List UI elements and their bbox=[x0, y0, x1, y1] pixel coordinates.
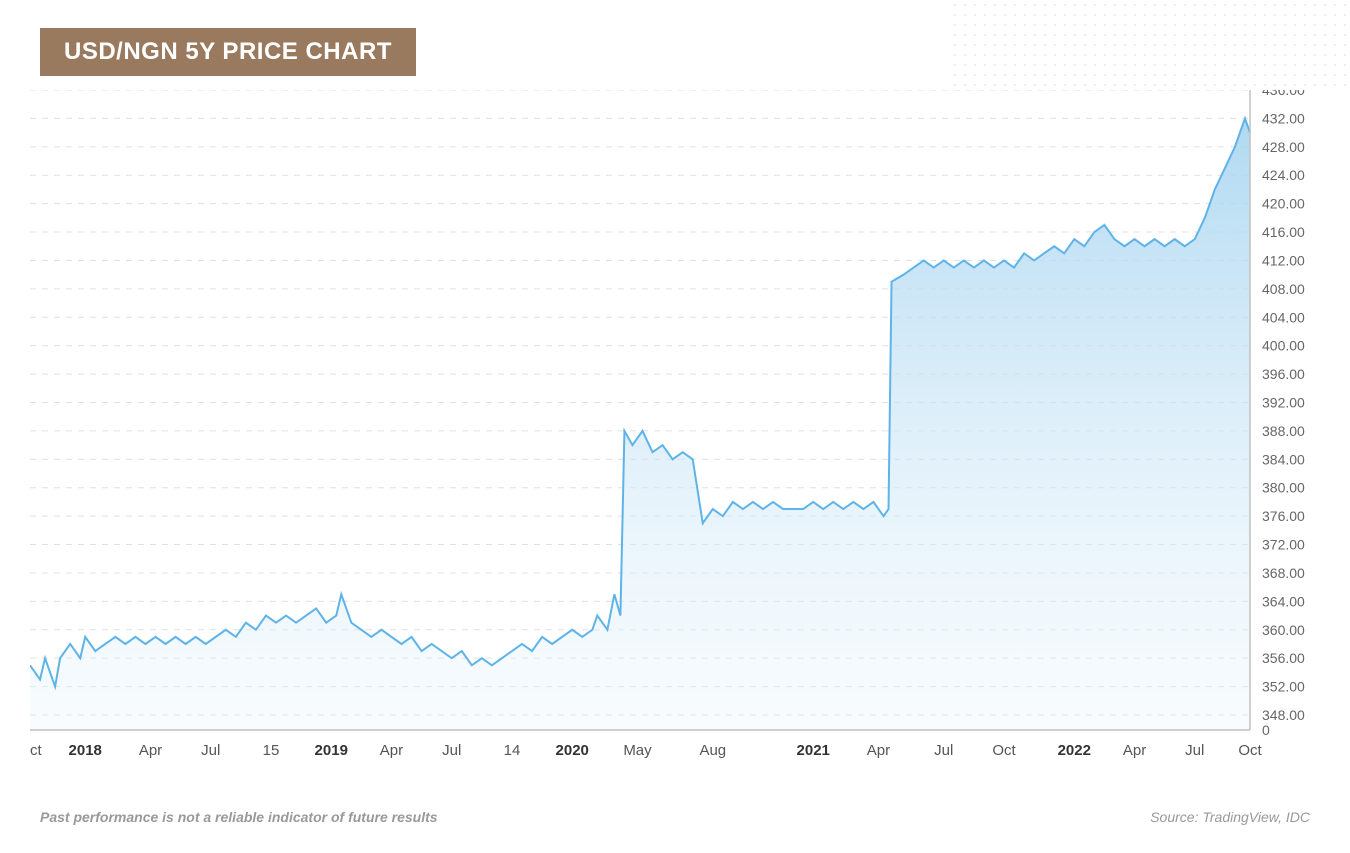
price-chart-svg: 0348.00 352.00 356.00 360.00 364.00 368.00 372… bbox=[30, 90, 1320, 770]
svg-text:392.00: 392.00 bbox=[1262, 395, 1305, 411]
svg-text:2018: 2018 bbox=[69, 742, 102, 759]
svg-text:Oct: Oct bbox=[30, 742, 42, 759]
svg-text:388.00: 388.00 bbox=[1262, 423, 1305, 439]
svg-text:0: 0 bbox=[1262, 722, 1270, 738]
svg-text:432.00: 432.00 bbox=[1262, 110, 1305, 126]
svg-text:Apr: Apr bbox=[380, 742, 403, 759]
svg-text:416.00: 416.00 bbox=[1262, 224, 1305, 240]
svg-text:380.00: 380.00 bbox=[1262, 480, 1305, 496]
svg-text:428.00: 428.00 bbox=[1262, 139, 1305, 155]
svg-text:400.00: 400.00 bbox=[1262, 338, 1305, 354]
svg-text:424.00: 424.00 bbox=[1262, 167, 1305, 183]
svg-text:368.00: 368.00 bbox=[1262, 565, 1305, 581]
svg-text:Oct: Oct bbox=[992, 742, 1016, 759]
svg-text:Jul: Jul bbox=[934, 742, 953, 759]
svg-text:352.00: 352.00 bbox=[1262, 679, 1305, 695]
svg-text:2020: 2020 bbox=[556, 742, 589, 759]
svg-text:2021: 2021 bbox=[797, 742, 830, 759]
svg-text:384.00: 384.00 bbox=[1262, 451, 1305, 467]
svg-text:396.00: 396.00 bbox=[1262, 366, 1305, 382]
y-axis-labels: 0348.00 352.00 356.00 360.00 364.00 368.00 372… bbox=[1262, 90, 1305, 738]
chart-container: 0348.00 352.00 356.00 360.00 364.00 368.00 372… bbox=[30, 90, 1320, 770]
disclaimer-text: Past performance is not a reliable indic… bbox=[40, 809, 438, 825]
svg-text:376.00: 376.00 bbox=[1262, 508, 1305, 524]
svg-text:May: May bbox=[623, 742, 652, 759]
svg-text:Jul: Jul bbox=[201, 742, 220, 759]
svg-text:Jul: Jul bbox=[1185, 742, 1204, 759]
svg-text:436.00: 436.00 bbox=[1262, 90, 1305, 98]
svg-text:Apr: Apr bbox=[1123, 742, 1146, 759]
svg-text:2019: 2019 bbox=[315, 742, 348, 759]
svg-text:364.00: 364.00 bbox=[1262, 593, 1305, 609]
svg-text:372.00: 372.00 bbox=[1262, 537, 1305, 553]
svg-text:408.00: 408.00 bbox=[1262, 281, 1305, 297]
svg-text:356.00: 356.00 bbox=[1262, 650, 1305, 666]
svg-text:404.00: 404.00 bbox=[1262, 309, 1305, 325]
svg-text:2022: 2022 bbox=[1058, 742, 1091, 759]
svg-text:15: 15 bbox=[263, 742, 280, 759]
dot-pattern-decoration bbox=[950, 0, 1350, 90]
x-axis-labels: Oct 2018 Apr Jul 15 2019 Apr Jul 14 2020 May Aug 202… bbox=[30, 742, 1262, 759]
svg-text:14: 14 bbox=[504, 742, 521, 759]
svg-text:Apr: Apr bbox=[139, 742, 162, 759]
svg-text:Oct: Oct bbox=[1238, 742, 1262, 759]
svg-text:348.00: 348.00 bbox=[1262, 707, 1305, 723]
svg-text:360.00: 360.00 bbox=[1262, 622, 1305, 638]
svg-text:Jul: Jul bbox=[442, 742, 461, 759]
source-text: Source: TradingView, IDC bbox=[1150, 809, 1310, 825]
chart-title: USD/NGN 5Y PRICE CHART bbox=[40, 28, 416, 76]
svg-text:412.00: 412.00 bbox=[1262, 252, 1305, 268]
svg-text:Aug: Aug bbox=[699, 742, 726, 759]
svg-text:Apr: Apr bbox=[867, 742, 890, 759]
svg-text:420.00: 420.00 bbox=[1262, 196, 1305, 212]
